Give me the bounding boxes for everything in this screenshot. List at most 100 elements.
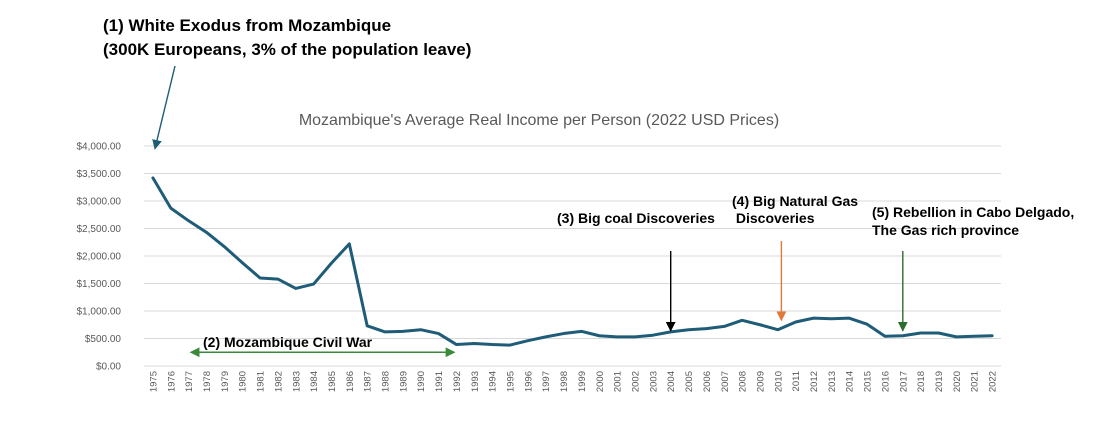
data-point	[562, 332, 565, 335]
data-point	[258, 276, 262, 280]
data-point	[794, 320, 797, 324]
annotation-white-exodus-line-1: (1) White Exodus from Mozambique	[103, 16, 392, 35]
chart-title: Mozambique's Average Real Income per Per…	[299, 112, 779, 129]
x-tick-label: 1994	[488, 371, 499, 392]
data-point	[848, 316, 851, 320]
annotation-natural-gas-discoveries: (4) Big Natural Gas Discoveries	[732, 193, 858, 227]
x-tick-label: 1991	[434, 371, 445, 392]
x-tick-label: 1984	[309, 371, 320, 392]
x-tick-label: 1997	[541, 371, 552, 392]
x-tick-label: 2001	[613, 371, 624, 392]
data-point	[580, 330, 583, 333]
x-tick-label: 2009	[755, 371, 766, 392]
data-point	[401, 330, 405, 333]
x-tick-label: 1993	[470, 371, 481, 392]
x-tick-label: 1996	[523, 371, 534, 392]
x-tick-label: 2018	[916, 371, 927, 392]
data-point	[490, 343, 494, 346]
annotation-arrows	[152, 65, 908, 358]
x-tick-label: 1976	[166, 371, 177, 392]
data-point	[901, 334, 905, 337]
data-point	[330, 261, 333, 265]
x-tick-label: 1977	[184, 371, 195, 392]
data-point	[687, 328, 690, 331]
y-tick-label: $0.00	[96, 362, 121, 373]
data-point	[437, 332, 440, 335]
y-tick-label: $2,500.00	[77, 224, 122, 235]
x-tick-label: 2015	[863, 371, 874, 392]
grid-lines	[144, 145, 1001, 367]
x-tick-label: 1989	[398, 371, 409, 392]
data-point	[937, 331, 940, 335]
data-point	[169, 206, 172, 210]
annotation-civil-war: (2) Mozambique Civil War	[203, 334, 372, 351]
x-tick-label: 1990	[416, 371, 427, 392]
x-tick-label: 2012	[809, 371, 820, 392]
annotation-coal-discoveries-line-1: (3) Big coal Discoveries	[557, 210, 715, 226]
x-tick-label: 2013	[827, 371, 838, 392]
annotation-white-exodus-line-2: (300K Europeans, 3% of the population le…	[103, 40, 472, 59]
data-point	[508, 343, 512, 347]
x-tick-label: 1985	[327, 371, 338, 392]
data-point	[526, 339, 530, 342]
x-tick-label: 1988	[381, 371, 392, 392]
x-tick-label: 2017	[898, 371, 909, 392]
y-tick-label: $1,000.00	[77, 307, 122, 318]
x-tick-label: 1992	[452, 371, 463, 392]
y-tick-label: $1,500.00	[77, 279, 122, 290]
data-point	[598, 334, 601, 337]
x-tick-label: 2022	[988, 371, 999, 392]
x-tick-label: 2002	[630, 371, 641, 392]
data-point	[365, 324, 369, 328]
y-tick-label: $4,000.00	[77, 142, 122, 153]
x-tick-label: 1982	[273, 371, 284, 392]
data-point	[812, 316, 815, 320]
ann-1-arrow	[152, 65, 176, 150]
data-point	[151, 176, 155, 180]
data-point	[544, 335, 547, 339]
annotation-civil-war-line-1: (2) Mozambique Civil War	[203, 334, 373, 350]
x-tick-label: 2021	[970, 371, 981, 392]
x-tick-label: 1995	[506, 371, 517, 392]
x-tick-label: 1987	[363, 371, 374, 392]
data-point	[669, 330, 672, 334]
x-tick-label: 1981	[256, 371, 267, 392]
data-point	[615, 335, 619, 339]
x-tick-label: 1979	[220, 371, 231, 392]
y-tick-label: $3,000.00	[77, 197, 122, 208]
y-axis-tick-labels: $0.00 $500.00 $1,000.00 $1,500.00 $2,000.00 $…	[77, 142, 122, 373]
series-layer	[151, 176, 994, 347]
x-tick-label: 2000	[595, 371, 606, 392]
annotation-natural-gas-line-1: (4) Big Natural Gas	[732, 193, 859, 209]
annotation-natural-gas-line-2: Discoveries	[732, 210, 815, 226]
data-point	[455, 343, 458, 346]
data-point	[883, 335, 887, 338]
x-tick-label: 2016	[880, 371, 891, 392]
x-tick-label: 2014	[845, 371, 856, 392]
annotation-cabo-delgado-rebellion: (5) Rebellion in Cabo Delgado, The Gas r…	[872, 203, 1074, 239]
data-point	[187, 219, 190, 222]
data-point	[294, 287, 297, 290]
annotation-white-exodus: (1) White Exodus from Mozambique (300K E…	[103, 14, 471, 62]
data-point	[348, 242, 351, 246]
y-tick-label: $2,000.00	[77, 252, 122, 263]
x-axis-tick-labels: 1975 1976 1977 1978 1979 1980 1981 1982 1983 1984…	[148, 371, 998, 392]
data-point	[419, 328, 422, 331]
annotation-cabo-delgado-line-1: (5) Rebellion in Cabo Delgado,	[872, 204, 1075, 220]
data-point	[651, 334, 655, 337]
data-point	[955, 335, 958, 339]
data-point	[276, 277, 280, 281]
x-tick-label: 2005	[684, 371, 695, 392]
data-point	[383, 330, 387, 334]
data-point	[740, 319, 744, 322]
x-tick-label: 1986	[345, 371, 356, 392]
x-tick-label: 2006	[702, 371, 713, 392]
data-point	[705, 327, 708, 330]
data-point	[776, 328, 780, 331]
data-point	[919, 331, 922, 335]
x-tick-label: 2003	[648, 371, 659, 392]
annotation-cabo-delgado-line-2: The Gas rich province	[872, 222, 1020, 238]
series-line	[151, 176, 994, 347]
x-tick-label: 1999	[577, 371, 588, 392]
